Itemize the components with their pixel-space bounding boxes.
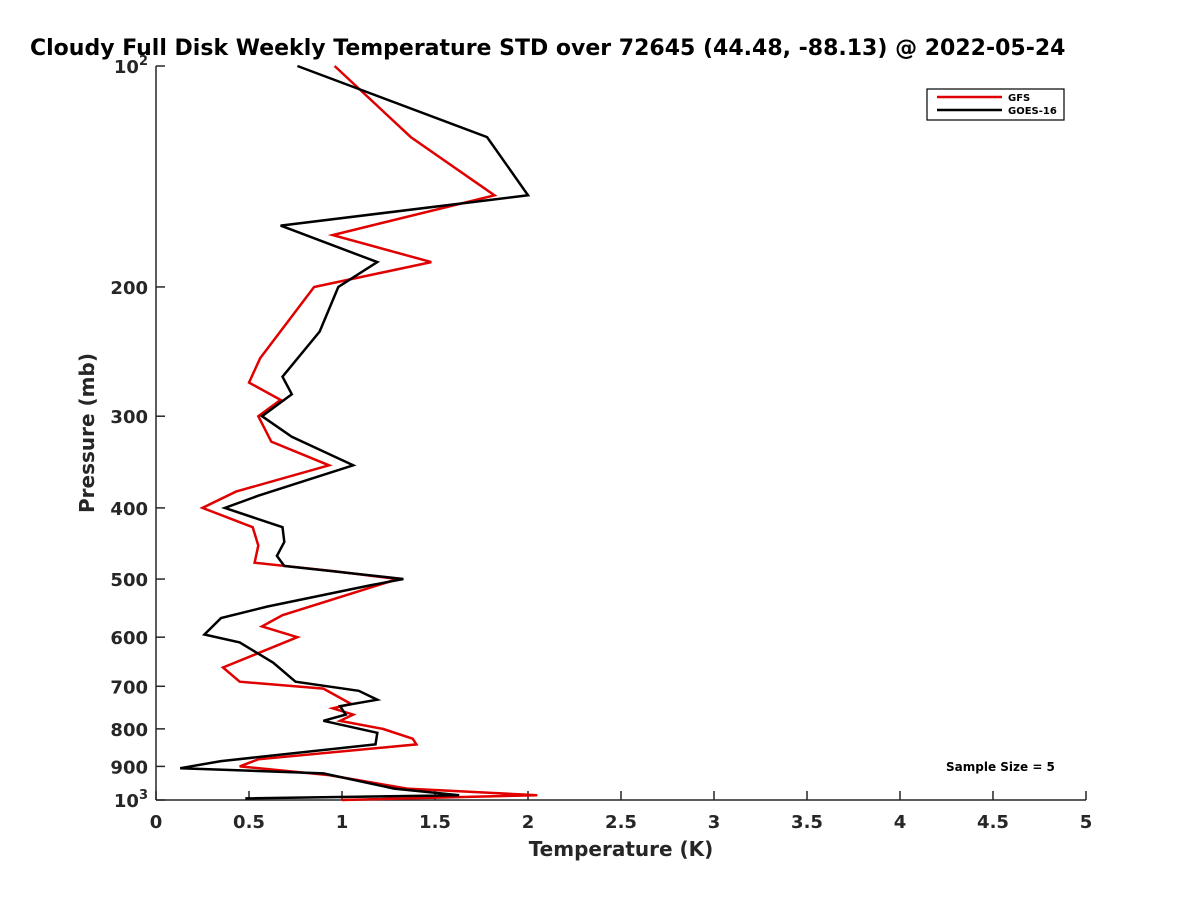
x-tick-label: 3.5 — [791, 812, 823, 833]
y-tick-label: 700 — [110, 677, 148, 698]
y-tick-label: 300 — [110, 407, 148, 428]
y-tick-label: 900 — [110, 757, 148, 778]
legend-label-gfs: GFS — [1008, 93, 1030, 104]
y-tick-label: 400 — [110, 499, 148, 520]
y-tick-label: 103 — [114, 788, 148, 812]
chart-title: Cloudy Full Disk Weekly Temperature STD … — [30, 36, 1065, 61]
axes — [155, 66, 1086, 801]
x-tick-label: 4.5 — [977, 812, 1009, 833]
y-tick-label: 600 — [110, 628, 148, 649]
sample-size-annotation: Sample Size = 5 — [946, 760, 1055, 774]
y-axis-title: Pressure (mb) — [75, 353, 99, 513]
series-line-goes16 — [179, 64, 531, 800]
x-tick-label: 1.5 — [419, 812, 451, 833]
x-ticks: 0 0.5 1 1.5 2 2.5 3 3.5 4 4.5 5 — [150, 791, 1093, 833]
y-tick-label: 102 — [114, 54, 148, 78]
legend-box — [926, 88, 1065, 121]
x-tick-label: 0 — [150, 812, 163, 833]
y-tick-label: 200 — [110, 278, 148, 299]
y-ticks: 102 200 300 400 500 600 700 800 900 103 — [110, 54, 165, 812]
y-tick-label: 500 — [110, 570, 148, 591]
series-layer — [179, 64, 538, 802]
legend: GFS GOES-16 — [926, 88, 1065, 121]
x-axis-title: Temperature (K) — [529, 837, 714, 861]
x-tick-label: 0.5 — [233, 812, 265, 833]
x-tick-label: 5 — [1080, 812, 1093, 833]
legend-label-goes16: GOES-16 — [1008, 106, 1057, 117]
x-tick-label: 2.5 — [605, 812, 637, 833]
x-tick-label: 1 — [336, 812, 349, 833]
x-tick-label: 2 — [522, 812, 535, 833]
series-line-gfs — [199, 65, 538, 802]
x-tick-label: 3 — [708, 812, 721, 833]
x-tick-label: 4 — [894, 812, 907, 833]
y-tick-label: 800 — [110, 720, 148, 741]
